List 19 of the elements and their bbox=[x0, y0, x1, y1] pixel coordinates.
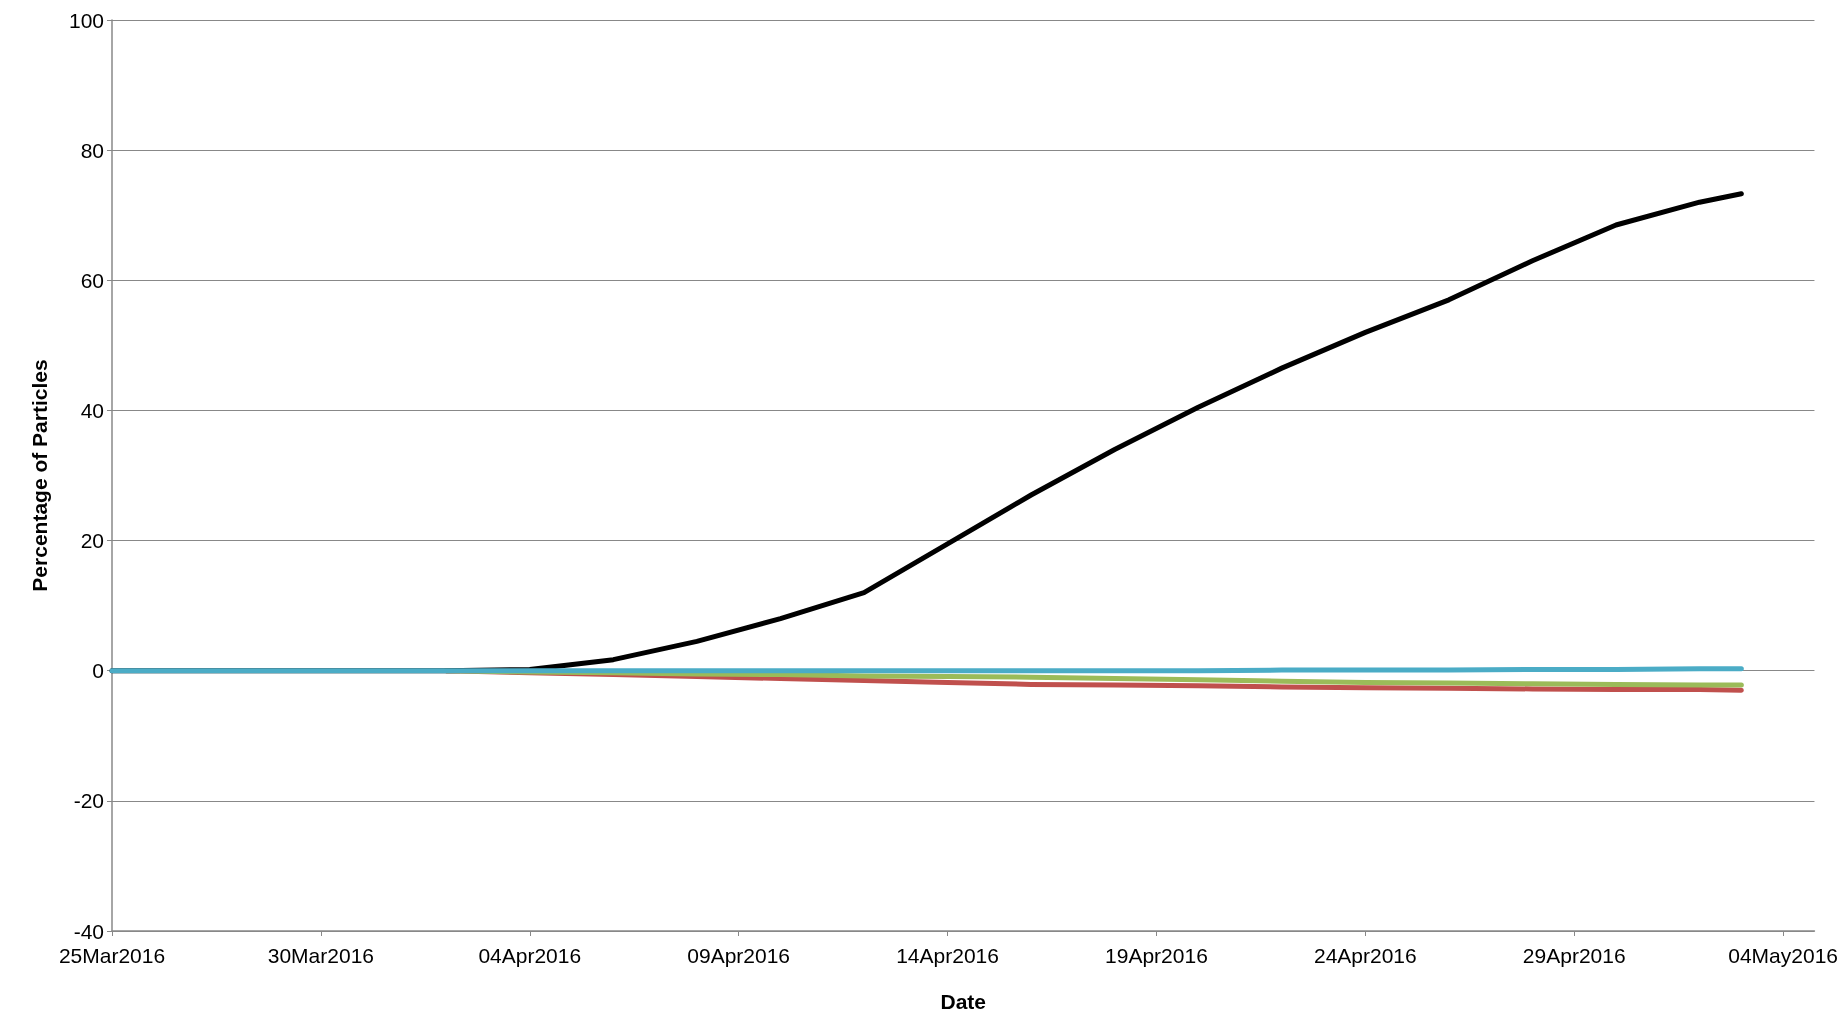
x-tick-label: 29Apr2016 bbox=[1522, 944, 1626, 967]
x-axis-title: Date bbox=[940, 990, 986, 1013]
y-tick-label: 0 bbox=[92, 659, 104, 683]
y-tick-label: 80 bbox=[80, 138, 104, 162]
x-tick-label: 25Mar2016 bbox=[58, 944, 166, 967]
x-tick-label: 30Mar2016 bbox=[267, 944, 375, 967]
x-tick-label: 24Apr2016 bbox=[1313, 944, 1417, 967]
x-tick-label: 04May2016 bbox=[1728, 944, 1838, 967]
y-tick-label: 100 bbox=[68, 8, 104, 32]
x-tick-label: 04Apr2016 bbox=[478, 944, 582, 967]
y-tick-label: 60 bbox=[80, 268, 104, 292]
x-tick-label: 19Apr2016 bbox=[1105, 944, 1208, 967]
y-tick-label: 20 bbox=[80, 529, 104, 553]
y-tick-label: -20 bbox=[73, 789, 104, 813]
x-tick-label: 14Apr2016 bbox=[896, 944, 999, 967]
y-tick-label: -40 bbox=[73, 919, 104, 943]
y-axis-title: Percentage of Particles bbox=[28, 359, 51, 592]
y-tick-label: 40 bbox=[80, 398, 104, 422]
x-tick-label: 09Apr2016 bbox=[687, 944, 791, 967]
